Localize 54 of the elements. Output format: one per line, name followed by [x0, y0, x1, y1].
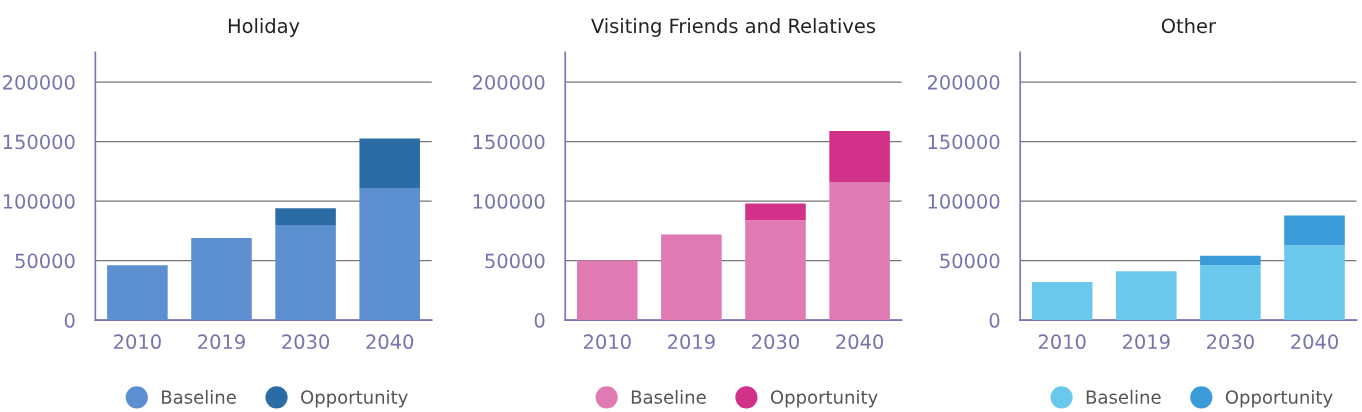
bar: [1031, 282, 1093, 321]
bar: [829, 130, 890, 183]
y-tick-label: 50000: [15, 253, 75, 269]
bar: [1284, 245, 1345, 321]
bar: [1116, 271, 1177, 321]
x-tick-label: 2010: [583, 334, 631, 350]
chart-title: Other: [1161, 18, 1216, 34]
bar: [359, 138, 420, 189]
bar: [1200, 265, 1261, 321]
y-tick-label: 0: [989, 313, 1000, 328]
x-tick-label: 2019: [198, 334, 245, 350]
x-tick-label: 2030: [282, 334, 330, 350]
y-tick-label: 150000: [928, 134, 1000, 150]
x-tick-label: 2030: [1207, 334, 1254, 350]
y-tick-label: 50000: [485, 253, 545, 269]
y-tick-label: 200000: [927, 75, 1000, 90]
y-tick-label: 0: [534, 313, 545, 328]
y-tick-label: 100000: [928, 194, 1000, 209]
legend-label: Opportunity: [770, 389, 878, 408]
bar: [745, 220, 806, 321]
y-tick-label: 150000: [3, 134, 75, 150]
y-tick-label: 100000: [3, 194, 75, 209]
bar: [577, 260, 638, 321]
legend-label: Baseline: [631, 389, 706, 404]
bar: [661, 234, 722, 321]
bar: [275, 208, 336, 225]
x-tick-label: 2010: [114, 334, 161, 350]
bar: [1200, 255, 1261, 266]
bar: [191, 238, 252, 321]
legend-label: Baseline: [162, 389, 236, 404]
legend-label: Baseline: [1086, 389, 1161, 404]
x-tick-label: 2010: [1038, 334, 1086, 350]
y-tick-label: 200000: [3, 75, 75, 90]
bar: [107, 265, 168, 321]
chart-title: Visiting Friends and Relatives: [591, 18, 876, 37]
y-tick-label: 200000: [472, 75, 545, 90]
chart-title: Holiday: [228, 18, 300, 37]
legend-label: Opportunity: [1225, 389, 1333, 408]
x-tick-label: 2040: [836, 334, 884, 350]
x-tick-label: 2019: [668, 334, 715, 350]
y-tick-label: 0: [64, 313, 75, 328]
bar: [275, 224, 336, 321]
y-tick-label: 50000: [940, 253, 1000, 269]
x-tick-label: 2040: [1291, 334, 1338, 350]
y-tick-label: 150000: [473, 134, 545, 150]
x-tick-label: 2040: [366, 334, 414, 350]
y-tick-label: 100000: [473, 194, 545, 209]
bar: [1284, 215, 1345, 246]
bar: [745, 203, 806, 221]
x-tick-label: 2019: [1122, 334, 1170, 350]
bar: [829, 182, 890, 321]
bar: [359, 188, 420, 321]
legend-label: Opportunity: [301, 389, 408, 408]
x-tick-label: 2030: [752, 334, 799, 350]
